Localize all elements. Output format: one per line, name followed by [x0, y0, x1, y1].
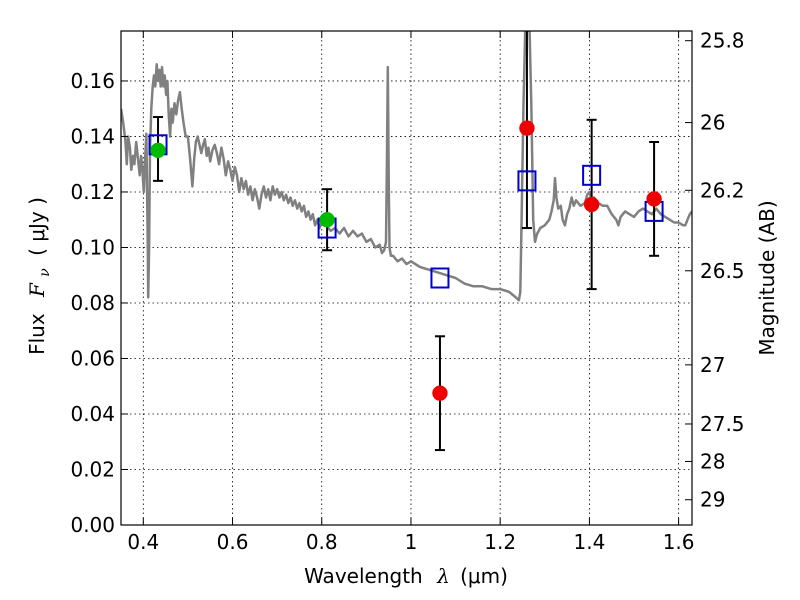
y-axis-label-text: Flux: [25, 313, 49, 355]
x-tick-label: 1: [405, 530, 418, 554]
y-tick-label: 0.06: [70, 346, 115, 370]
model-flux-square-marker: [430, 267, 450, 289]
observed-flux-point: [583, 196, 600, 213]
x-tick-label: 0.8: [306, 530, 338, 554]
y-axis-label-subscript: ν: [37, 268, 53, 277]
plot-clipped-group: [121, 31, 692, 452]
x-axis-label-unit: (μm): [460, 564, 508, 588]
y-tick-label: 0.16: [70, 69, 115, 93]
y-tick-label: 0.00: [70, 513, 115, 537]
y-tick-label: 0.12: [70, 180, 115, 204]
y-tick-label: 0.10: [70, 235, 115, 259]
plot-frame: [120, 30, 693, 526]
y2-tick-label: 26.5: [700, 259, 745, 283]
y2-tick-label: 28: [700, 449, 725, 473]
y2-tick-label: 25.8: [700, 29, 745, 53]
y2-tick-label: 27: [700, 353, 725, 377]
y2-tick-label: 29: [700, 488, 725, 512]
y-tick-label: 0.02: [70, 457, 115, 481]
x-axis-label: Wavelength λ (μm): [304, 564, 508, 588]
x-tick-label: 1.6: [663, 530, 695, 554]
y-axis-label-symbol: F: [25, 282, 49, 298]
observed-flux-point: [646, 191, 662, 207]
model-flux-square-marker: [582, 164, 602, 186]
observed-flux-point: [319, 211, 335, 228]
x-tick-label: 0.4: [127, 530, 159, 554]
x-tick-label: 1.4: [573, 530, 605, 554]
x-axis-label-text: Wavelength: [304, 564, 423, 588]
plot-area: [121, 31, 692, 452]
observed-flux-point: [432, 385, 448, 401]
grid: [121, 31, 692, 525]
y-axis-label: Flux F ν ( μJy ): [25, 197, 54, 355]
x-axis-label-symbol: λ: [436, 564, 450, 588]
x-tick-label: 0.6: [217, 530, 249, 554]
y-tick-label: 0.08: [70, 291, 115, 315]
ticks: 0.4 0.6 0.8 1 1.2 1.4 1.6 0.00 0.02 0.04 0.06 0.08 0…: [70, 29, 744, 554]
x-tick-label: 1.2: [484, 530, 516, 554]
observed-flux-point: [150, 142, 166, 159]
model-spectrum-line: [121, 31, 692, 302]
y2-axis-label: Magnitude (AB): [755, 200, 779, 355]
model-flux-square-marker: [517, 170, 537, 192]
y2-tick-label: 27.5: [700, 412, 745, 436]
observed-flux-point: [519, 120, 535, 136]
y-tick-label: 0.14: [70, 124, 115, 148]
y2-tick-label: 26: [700, 111, 725, 135]
y-axis-label-unit: ( μJy ): [25, 197, 49, 256]
y2-tick-label: 26.2: [700, 178, 745, 202]
y-tick-label: 0.04: [70, 402, 115, 426]
